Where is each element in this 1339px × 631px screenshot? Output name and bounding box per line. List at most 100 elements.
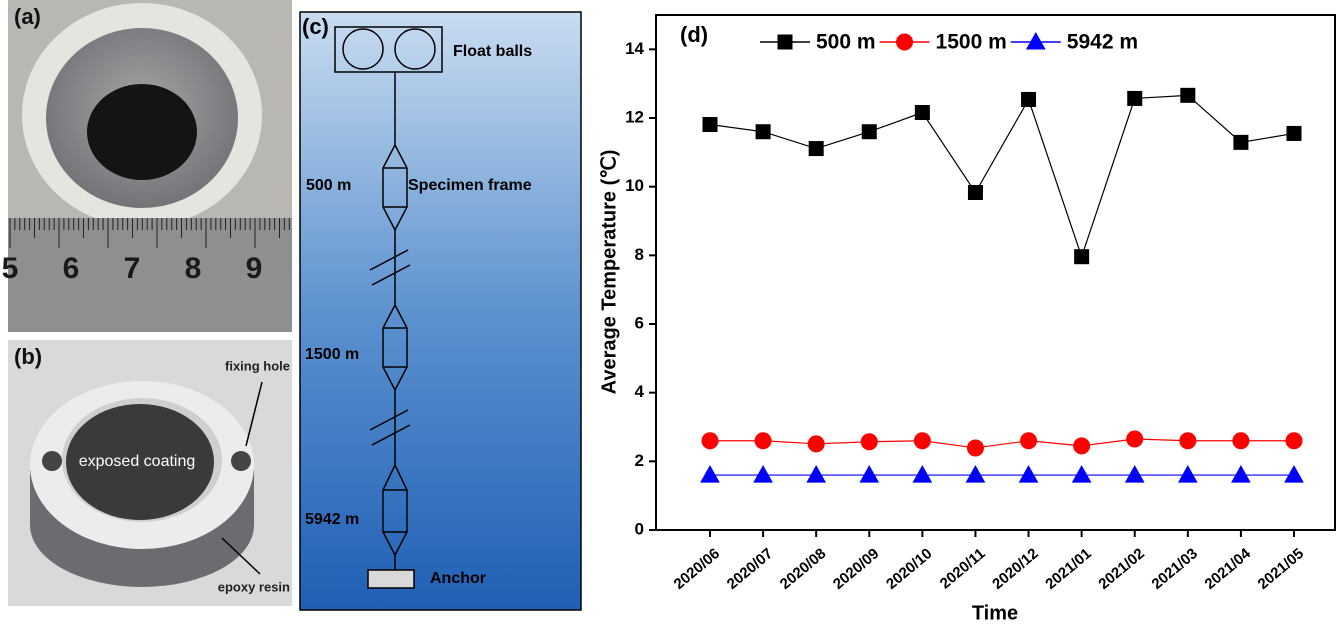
panel-label: (c) [302, 14, 329, 39]
panel-a: 5 6 7 8 9 (a) [2, 0, 292, 332]
legend-marker [896, 33, 914, 51]
x-tick-label: 2020/12 [989, 545, 1041, 593]
label: 1500 m [305, 346, 359, 363]
data-point [755, 124, 771, 140]
data-point [1071, 465, 1092, 483]
y-axis-label: Average Temperature (℃) [598, 150, 620, 395]
fixing-hole [231, 451, 251, 471]
x-tick-label: 2020/11 [937, 545, 989, 592]
float-box [334, 26, 443, 73]
label: Specimen frame [408, 177, 532, 194]
data-point [701, 432, 719, 450]
x-tick-label: 2021/05 [1255, 545, 1307, 593]
annotation: fixing hole [225, 358, 290, 373]
panel-label: (d) [680, 22, 708, 47]
specimen-frame [382, 463, 408, 557]
plot-frame [655, 14, 1336, 531]
ruler-number: 7 [124, 252, 141, 285]
anchor [367, 569, 415, 589]
x-tick-label: 2020/08 [777, 545, 829, 593]
data-point [807, 435, 825, 453]
x-tick-label: 2020/10 [883, 545, 935, 593]
data-point [1233, 134, 1249, 150]
panel-label: (b) [14, 344, 42, 369]
data-point [912, 465, 933, 483]
sea-background [299, 11, 582, 611]
x-tick-label: 2021/04 [1202, 545, 1255, 593]
data-point [1286, 125, 1302, 141]
data-point [1127, 90, 1143, 106]
panel-c: (c) Float balls 500 m Specimen frame 150… [299, 11, 582, 611]
data-point [861, 124, 877, 140]
ruler-number: 6 [63, 252, 80, 285]
panel-label: (a) [14, 4, 41, 29]
data-point [859, 465, 880, 483]
data-point [1232, 432, 1250, 450]
y-tick-label: 14 [625, 39, 644, 58]
data-point [808, 141, 824, 157]
data-point [966, 439, 984, 457]
x-tick-label: 2021/01 [1042, 545, 1094, 593]
data-point [753, 465, 773, 483]
ruler [8, 218, 292, 332]
legend-marker [1025, 31, 1046, 50]
data-point [1284, 465, 1304, 483]
label: 5942 m [305, 511, 359, 528]
data-point [1179, 432, 1197, 450]
float-ball [342, 28, 384, 70]
x-tick-label: 2021/02 [1095, 545, 1147, 593]
legend-label: 1500 m [936, 31, 1007, 54]
ruler-number: 5 [2, 252, 19, 285]
ruler-ticks: 5 6 7 8 9 [2, 218, 290, 285]
x-tick-label: 2020/07 [724, 545, 776, 593]
data-point [913, 432, 931, 450]
x-tick-label: 2020/09 [830, 545, 882, 593]
annotation: epoxy resin [218, 579, 290, 594]
fixing-hole [42, 451, 62, 471]
data-point [754, 432, 772, 450]
data-point [1020, 432, 1038, 450]
arrow [245, 381, 263, 447]
data-point [1073, 437, 1091, 455]
y-tick-label: 8 [635, 245, 644, 264]
ruler-number: 9 [246, 252, 263, 285]
data-point [1285, 432, 1303, 450]
data-point [1021, 91, 1037, 107]
arrow [221, 537, 261, 575]
data-point [965, 465, 986, 483]
label: Float balls [453, 43, 532, 60]
y-tick-label: 4 [635, 382, 645, 401]
x-axis-label: Time [972, 602, 1018, 624]
data-point [806, 465, 827, 483]
annotation: exposed coating [79, 453, 196, 470]
break-mark [369, 249, 411, 446]
data-point [1180, 87, 1196, 103]
data-point [860, 433, 878, 451]
x-tick-label: 2021/03 [1148, 545, 1200, 593]
exposed-area [66, 404, 214, 520]
data-point [1177, 465, 1198, 483]
y-tick-label: 2 [635, 451, 644, 470]
x-tick-label: 2020/06 [671, 545, 723, 593]
legend-label: 500 m [816, 31, 876, 54]
y-tick-label: 12 [625, 107, 644, 126]
label: 500 m [306, 177, 351, 194]
legend-label: 5942 m [1067, 31, 1138, 54]
data-point [1126, 430, 1144, 448]
panel-b: (b) fixing hole exposed coating epoxy re… [8, 340, 292, 606]
data-point [702, 117, 718, 133]
y-tick-label: 0 [635, 519, 644, 538]
ruler-number: 8 [185, 252, 202, 285]
data-point [1231, 465, 1251, 483]
legend-marker [777, 34, 793, 50]
float-ball [394, 28, 436, 70]
label: Anchor [430, 570, 486, 587]
data-point [1124, 465, 1145, 483]
specimen-frame [382, 303, 408, 392]
series-line [710, 438, 1294, 449]
coating-sample [87, 84, 197, 180]
specimen-frame [382, 143, 408, 232]
y-tick-label: 6 [635, 313, 644, 332]
